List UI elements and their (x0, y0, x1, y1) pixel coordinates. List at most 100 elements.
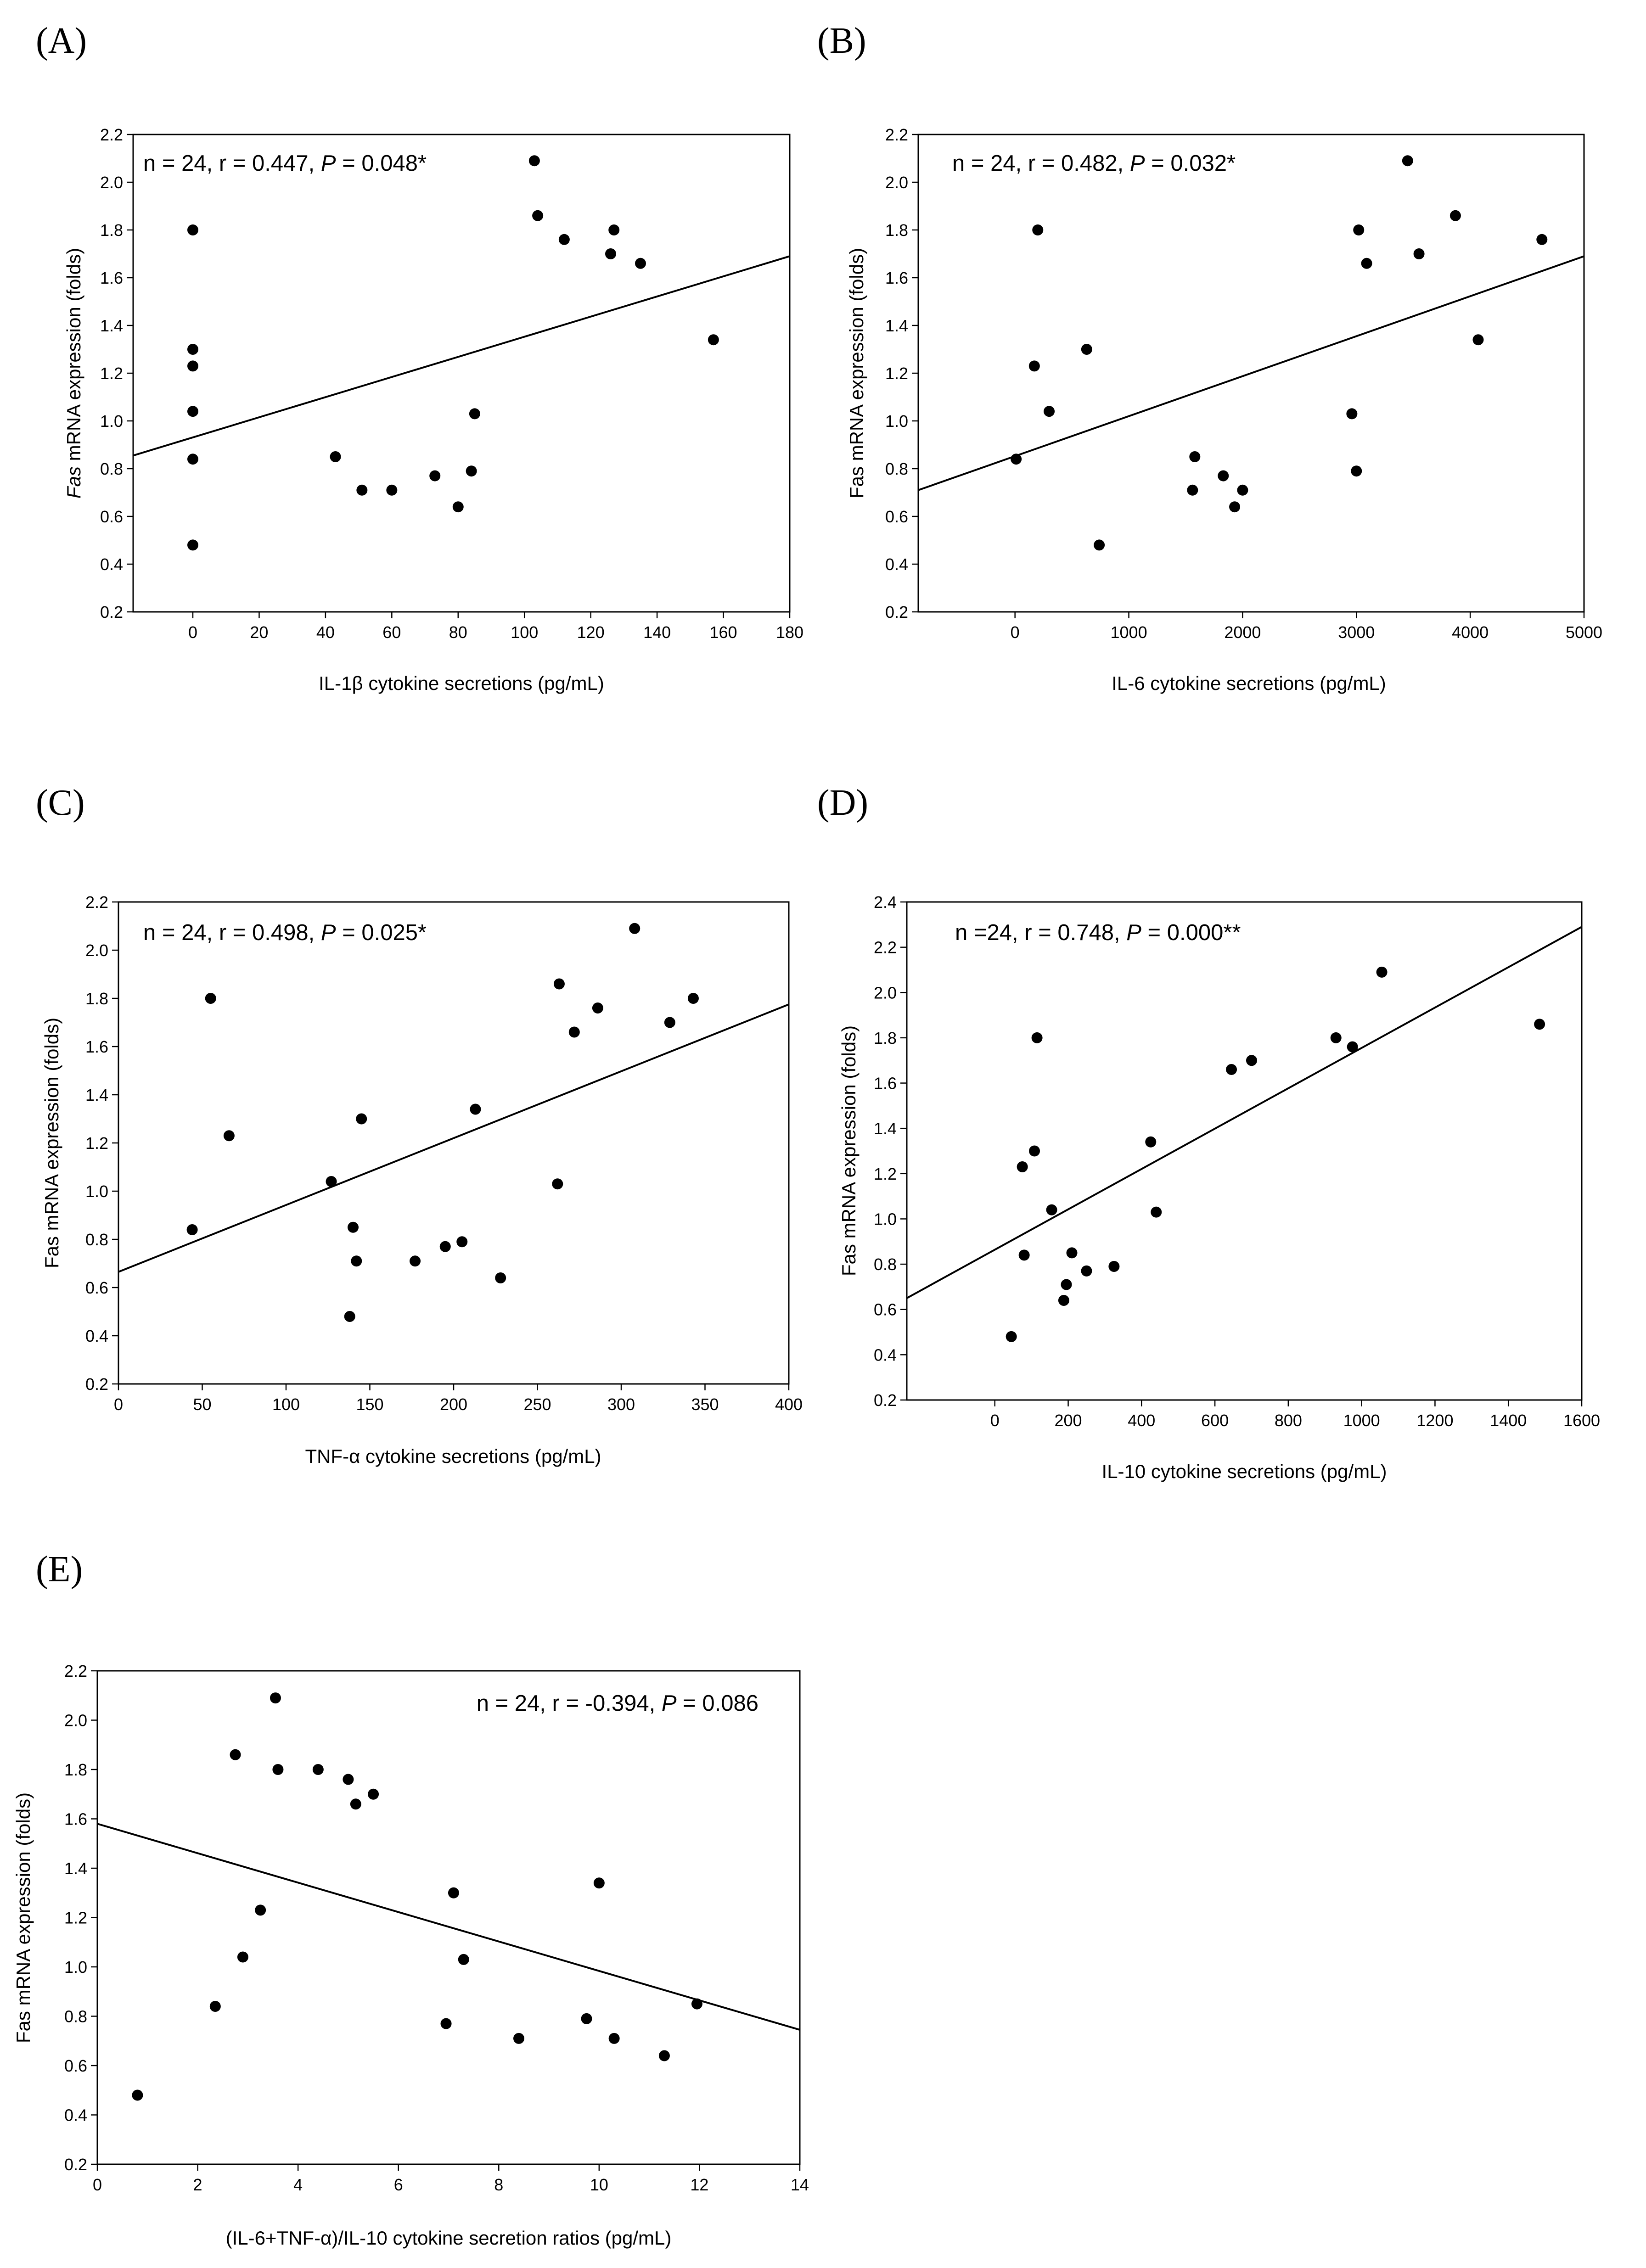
y-tick-label: 2.0 (874, 983, 897, 1002)
data-point (1061, 1279, 1072, 1290)
panel-label: (A) (36, 21, 87, 61)
x-axis-label-part: IL-10 cytokine secretions (pg/mL) (1102, 1461, 1387, 1482)
x-tick-label: 400 (775, 1395, 803, 1414)
data-point (1536, 234, 1548, 245)
data-point (350, 1798, 361, 1810)
regression-line (133, 255, 790, 457)
stats-text: n = 24, r = 0.498, (143, 920, 321, 945)
x-tick-label: 200 (1054, 1411, 1082, 1430)
y-axis-label: Fas mRNA expression (folds) (41, 1018, 62, 1268)
regression-line (97, 1823, 800, 2031)
x-tick-label: 50 (193, 1395, 211, 1414)
regression-line (918, 255, 1584, 491)
x-axis-label: TNF-α cytokine secretions (pg/mL) (305, 1445, 601, 1467)
x-tick-label: 6 (394, 2175, 403, 2194)
data-point (270, 1692, 281, 1704)
panel-label: (C) (36, 783, 85, 823)
y-axis-label: Fas mRNA expression (folds) (63, 248, 84, 498)
data-point (187, 360, 198, 372)
y-tick-label: 2.4 (874, 893, 897, 912)
y-tick-label: 0.6 (100, 507, 123, 526)
y-tick-label: 1.0 (874, 1210, 897, 1228)
data-point (1006, 1331, 1017, 1342)
y-tick-label: 1.8 (874, 1029, 897, 1047)
y-tick-label: 0.6 (885, 507, 908, 526)
y-tick-label: 1.8 (64, 1760, 87, 1779)
data-point (132, 2089, 143, 2101)
stats-text: n =24, r = 0.748, (955, 920, 1126, 945)
data-point (187, 224, 198, 235)
data-point (1413, 248, 1425, 259)
stats-text: n = 24, r = 0.482, (952, 151, 1130, 176)
panel-label: (D) (817, 783, 868, 823)
data-point (1534, 1019, 1545, 1030)
data-point (1066, 1247, 1078, 1259)
data-point (553, 978, 565, 990)
data-point (343, 1774, 354, 1785)
data-point (608, 2033, 620, 2044)
plot-area-frame (96, 1670, 801, 2165)
x-tick-label: 200 (440, 1395, 467, 1414)
x-tick-label: 1200 (1416, 1411, 1453, 1430)
y-tick-label: 1.2 (885, 364, 908, 383)
x-axis-label: IL-10 cytokine secretions (pg/mL) (1102, 1461, 1387, 1482)
y-tick-label: 1.4 (100, 316, 123, 335)
y-tick-label: 1.0 (100, 412, 123, 431)
data-point (513, 2033, 524, 2044)
plot-area-frame (118, 901, 790, 1385)
data-point (452, 501, 464, 513)
data-point (605, 248, 616, 259)
data-point (1346, 408, 1358, 420)
x-tick-label: 1400 (1490, 1411, 1527, 1430)
data-point (466, 465, 477, 477)
x-tick-label: 5000 (1566, 623, 1602, 642)
p-value-text: = 0.048* (336, 151, 427, 176)
data-point (1246, 1055, 1257, 1066)
x-tick-label: 1000 (1343, 1411, 1380, 1430)
panel-b: (B) 0 1000 2000 3000 4000 5000 0.2 0.4 0.6 0.8 1.0… (817, 21, 1602, 694)
data-point (186, 1224, 198, 1235)
y-tick-label: 2.0 (100, 173, 123, 192)
data-point (410, 1255, 421, 1267)
panel-c: (C) 0 50 100 150 200 250 300 350 400 0.2 0.4 0.6 0.8… (36, 783, 803, 1467)
data-point (272, 1764, 284, 1775)
data-point (1032, 224, 1044, 235)
y-axis-label-part: Fas mRNA expression (folds) (41, 1018, 62, 1268)
data-point (1449, 210, 1461, 221)
x-axis-label: IL-1β cytokine secretions (pg/mL) (319, 672, 604, 694)
y-tick-label: 2.0 (885, 173, 908, 192)
data-point (658, 2050, 670, 2061)
x-axis-label: (IL-6+TNF-α)/IL-10 cytokine secretion ra… (226, 2227, 672, 2249)
y-axis-label: Fas mRNA expression (folds) (846, 248, 867, 498)
x-tick-label: 600 (1201, 1411, 1229, 1430)
x-tick-label: 100 (272, 1395, 300, 1414)
x-tick-label: 0 (93, 2175, 102, 2194)
y-tick-label: 1.8 (885, 221, 908, 240)
data-point (1145, 1136, 1157, 1148)
y-tick-label: 2.0 (64, 1711, 87, 1730)
y-tick-label: 0.2 (885, 603, 908, 622)
x-tick-label: 0 (1011, 623, 1020, 642)
y-tick-label: 0.4 (885, 555, 908, 574)
panel-a: (A) 0 20 40 60 80 100 120 140 160 180 0.2 0.4 0.6 0.8… (36, 21, 803, 694)
y-axis-label-part: mRNA expression (folds) (63, 248, 84, 466)
x-tick-label: 20 (250, 623, 268, 642)
y-tick-label: 2.2 (64, 1662, 87, 1680)
data-point (1017, 1161, 1028, 1173)
data-point (187, 344, 198, 355)
y-tick-label: 0.2 (874, 1391, 897, 1410)
data-point (1081, 344, 1092, 355)
regression-line (906, 926, 1582, 1299)
data-point (326, 1176, 337, 1187)
data-point (312, 1764, 324, 1775)
y-tick-label: 1.4 (85, 1086, 108, 1104)
y-tick-label: 0.6 (874, 1300, 897, 1319)
data-point (708, 334, 719, 346)
y-tick-label: 0.8 (874, 1255, 897, 1274)
data-point (581, 2013, 592, 2024)
x-tick-label: 80 (449, 623, 467, 642)
data-point (1218, 470, 1229, 482)
data-point (1353, 224, 1365, 235)
x-tick-label: 800 (1275, 1411, 1302, 1430)
